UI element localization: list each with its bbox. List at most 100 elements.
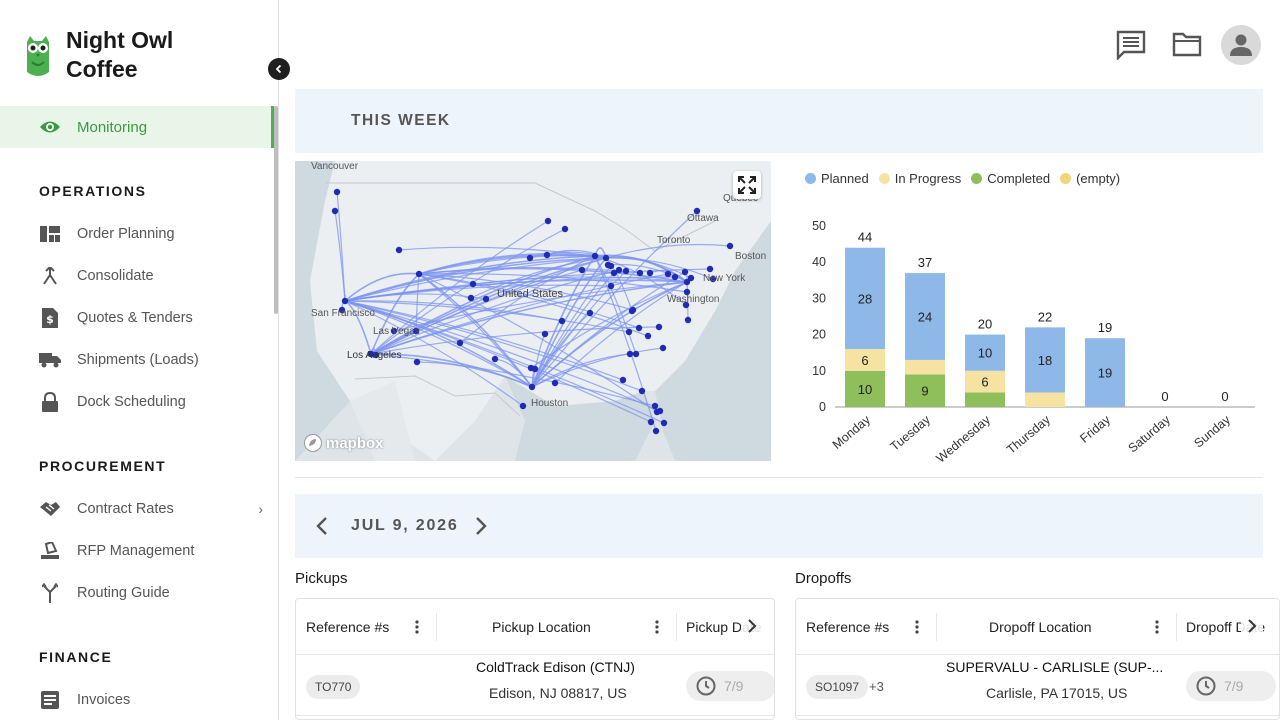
map-stop-marker[interactable] — [706, 265, 714, 273]
sidebar-item-routing-guide[interactable]: Routing Guide — [39, 581, 269, 605]
column-header-reference[interactable]: Reference #s — [806, 619, 890, 635]
map-stop-marker[interactable] — [367, 350, 375, 358]
column-menu-button[interactable] — [912, 617, 922, 637]
map-stop-marker[interactable] — [331, 207, 339, 215]
sidebar-item-rfp-management[interactable]: RFP Management — [39, 539, 269, 563]
map-stop-marker[interactable] — [526, 254, 534, 262]
map-stop-marker[interactable] — [541, 330, 549, 338]
map-stop-marker[interactable] — [413, 358, 421, 366]
reference-chip[interactable]: SO1097 — [806, 675, 869, 699]
map-stop-marker[interactable] — [684, 316, 692, 324]
sidebar-item-quotes-tenders[interactable]: $ Quotes & Tenders — [39, 306, 269, 330]
map-stop-marker[interactable] — [615, 266, 623, 274]
map-stop-marker[interactable] — [602, 254, 610, 262]
brand[interactable]: Night Owl Coffee — [24, 26, 216, 84]
legend-item-empty[interactable]: (empty) — [1060, 171, 1120, 186]
map-stop-marker[interactable] — [619, 376, 627, 384]
map-stop-marker[interactable] — [626, 350, 634, 358]
column-menu-button[interactable] — [412, 617, 422, 637]
map-stop-marker[interactable] — [681, 268, 689, 276]
sidebar-item-consolidate[interactable]: Consolidate — [39, 264, 269, 288]
sidebar-item-order-planning[interactable]: Order Planning — [39, 222, 269, 246]
previous-day-button[interactable] — [311, 514, 333, 538]
map-stop-marker[interactable] — [683, 288, 691, 296]
map-stop-marker[interactable] — [644, 332, 652, 340]
map-stop-marker[interactable] — [482, 295, 490, 303]
map-stop-marker[interactable] — [622, 267, 630, 275]
legend-item-planned[interactable]: Planned — [805, 171, 869, 186]
map-stop-marker[interactable] — [682, 301, 690, 309]
map-stop-marker[interactable] — [687, 274, 695, 282]
map-stop-marker[interactable] — [638, 387, 646, 395]
map-stop-marker[interactable] — [683, 278, 691, 286]
shipments-map[interactable]: Vancouver Ottawa Québec Toronto Boston N… — [295, 161, 771, 461]
map-stop-marker[interactable] — [578, 266, 586, 274]
sidebar-item-dock-scheduling[interactable]: Dock Scheduling — [39, 390, 269, 414]
scroll-columns-right-button[interactable] — [1241, 615, 1263, 637]
map-stop-marker[interactable] — [709, 275, 717, 283]
legend-item-completed[interactable]: Completed — [971, 171, 1050, 186]
map-stop-marker[interactable] — [591, 252, 599, 260]
map-stop-marker[interactable] — [519, 402, 527, 410]
map-stop-marker[interactable] — [531, 365, 539, 373]
map-stop-marker[interactable] — [659, 344, 667, 352]
map-stop-marker[interactable] — [544, 217, 552, 225]
map-stop-marker[interactable] — [415, 270, 423, 278]
column-separator[interactable] — [676, 613, 677, 641]
map-stop-marker[interactable] — [656, 407, 664, 415]
mapbox-logo[interactable]: mapbox — [303, 433, 384, 453]
map-stop-marker[interactable] — [551, 379, 559, 387]
map-stop-marker[interactable] — [412, 327, 420, 335]
map-stop-marker[interactable] — [543, 251, 551, 259]
map-stop-marker[interactable] — [651, 402, 659, 410]
map-stop-marker[interactable] — [607, 262, 615, 270]
map-stop-marker[interactable] — [338, 306, 346, 314]
map-stop-marker[interactable] — [660, 419, 668, 427]
map-stop-marker[interactable] — [469, 280, 477, 288]
column-menu-button[interactable] — [1152, 617, 1162, 637]
column-menu-button[interactable] — [652, 617, 662, 637]
map-stop-marker[interactable] — [726, 242, 734, 250]
pickup-time-pill[interactable]: 7/9 — [686, 671, 774, 701]
column-header-reference[interactable]: Reference #s — [306, 619, 390, 635]
map-stop-marker[interactable] — [693, 207, 701, 215]
column-separator[interactable] — [436, 613, 437, 641]
map-stop-marker[interactable] — [636, 269, 644, 277]
map-stop-marker[interactable] — [610, 269, 618, 277]
dropoff-time-pill[interactable]: 7/9 — [1186, 671, 1276, 701]
collapse-sidebar-button[interactable] — [268, 58, 290, 80]
documents-button[interactable] — [1172, 32, 1202, 63]
map-stop-marker[interactable] — [646, 269, 654, 277]
scroll-columns-right-button[interactable] — [741, 615, 763, 637]
map-stop-marker[interactable] — [632, 350, 640, 358]
map-stop-marker[interactable] — [395, 246, 403, 254]
map-stop-marker[interactable] — [333, 188, 341, 196]
sidebar-item-monitoring[interactable]: Monitoring — [0, 106, 274, 148]
reference-chip[interactable]: TO770 — [306, 675, 361, 699]
legend-item-in-progress[interactable]: In Progress — [878, 171, 961, 186]
sidebar-item-contract-rates[interactable]: Contract Rates › — [39, 497, 269, 521]
sidebar-scrollbar[interactable] — [274, 106, 278, 314]
user-avatar-button[interactable] — [1221, 25, 1261, 65]
map-stop-marker[interactable] — [558, 317, 566, 325]
column-header-location[interactable]: Pickup Location — [492, 619, 591, 635]
next-day-button[interactable] — [470, 514, 492, 538]
map-stop-marker[interactable] — [664, 270, 672, 278]
map-stop-marker[interactable] — [456, 339, 464, 347]
map-stop-marker[interactable] — [528, 383, 536, 391]
map-stop-marker[interactable] — [655, 323, 663, 331]
sidebar-item-invoices[interactable]: Invoices — [39, 688, 269, 712]
map-stop-marker[interactable] — [390, 327, 398, 335]
map-stop-marker[interactable] — [586, 309, 594, 317]
map-stop-marker[interactable] — [491, 355, 499, 363]
map-stop-marker[interactable] — [635, 324, 643, 332]
map-stop-marker[interactable] — [467, 294, 475, 302]
fullscreen-button[interactable] — [733, 171, 761, 199]
messages-button[interactable] — [1116, 30, 1146, 65]
column-separator[interactable] — [1176, 613, 1177, 641]
map-stop-marker[interactable] — [341, 297, 349, 305]
sidebar-item-shipments[interactable]: Shipments (Loads) — [39, 348, 269, 372]
map-stop-marker[interactable] — [372, 351, 380, 359]
column-header-location[interactable]: Dropoff Location — [989, 619, 1092, 635]
map-stop-marker[interactable] — [647, 418, 655, 426]
